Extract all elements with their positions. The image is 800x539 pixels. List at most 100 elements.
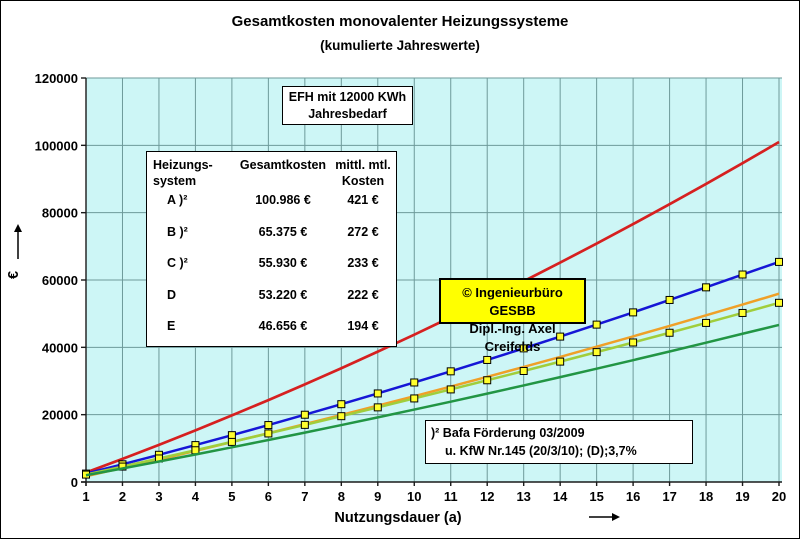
table-row: A )² 100.986 € 421 € xyxy=(153,193,392,225)
series-line xyxy=(85,323,780,477)
row-total: 100.986 € xyxy=(255,193,311,207)
row-system: A )² xyxy=(167,193,188,207)
x-axis-arrow-icon xyxy=(589,513,620,521)
row-system: D xyxy=(167,287,177,302)
row-total: 46.656 € xyxy=(258,319,308,333)
row-system: B )² xyxy=(167,224,188,239)
data-point-marker xyxy=(519,344,528,353)
footnote-box: )² Bafa Förderung 03/2009 u. KfW Nr.145 … xyxy=(425,420,693,464)
table-row: C )² 55.930 € 233 € xyxy=(153,256,392,288)
svg-text:60000: 60000 xyxy=(42,273,78,288)
x-axis-label: Nutzungsdauer (a) xyxy=(334,510,461,526)
data-point-marker xyxy=(446,385,455,394)
svg-text:12: 12 xyxy=(480,489,494,504)
series-line xyxy=(85,140,780,474)
svg-text:80000: 80000 xyxy=(42,206,78,221)
data-point-marker xyxy=(775,257,783,266)
svg-text:13: 13 xyxy=(516,489,530,504)
row-monthly: 222 € xyxy=(347,287,379,302)
data-point-marker xyxy=(738,308,747,317)
row-monthly: 421 € xyxy=(347,193,379,207)
table-row: E 46.656 € 194 € xyxy=(153,319,392,351)
svg-text:20: 20 xyxy=(772,489,786,504)
row-total: 53.220 € xyxy=(258,287,308,302)
svg-text:3: 3 xyxy=(155,489,162,504)
data-point-marker xyxy=(775,298,783,307)
row-monthly: 233 € xyxy=(347,256,379,270)
row-monthly: 194 € xyxy=(347,319,379,333)
data-point-marker xyxy=(702,283,711,292)
data-point-marker xyxy=(337,400,346,409)
data-point-marker xyxy=(264,421,273,430)
data-point-marker xyxy=(665,295,674,304)
data-point-marker xyxy=(556,357,565,366)
row-system: E xyxy=(167,319,176,333)
svg-text:10: 10 xyxy=(407,489,421,504)
copyright-line1: © Ingenieurbüro GESBB xyxy=(462,285,563,318)
header-monthly-line2: Kosten xyxy=(341,174,385,188)
data-point-marker xyxy=(264,429,273,438)
svg-text:9: 9 xyxy=(374,489,381,504)
table-row: D 53.220 € 222 € xyxy=(153,288,392,320)
data-point-marker xyxy=(227,431,236,440)
page-title: Gesamtkosten monovalenter Heizungssystem… xyxy=(231,13,569,30)
svg-text:17: 17 xyxy=(662,489,676,504)
y-axis-label: € xyxy=(6,271,22,279)
svg-text:16: 16 xyxy=(626,489,640,504)
cost-table: Heizungs- system Gesamtkosten mittl. mtl… xyxy=(146,151,397,347)
svg-text:8: 8 xyxy=(338,489,345,504)
svg-text:2: 2 xyxy=(119,489,126,504)
data-point-marker xyxy=(519,367,528,376)
row-monthly: 272 € xyxy=(347,224,379,239)
data-point-marker xyxy=(665,328,674,337)
y-tick-labels: 0 20000 40000 60000 80000 100000 120000 xyxy=(35,71,78,490)
data-point-marker xyxy=(446,367,455,376)
svg-text:14: 14 xyxy=(553,489,568,504)
footnote-line2: u. KfW Nr.145 (20/3/10); (D);3,7% xyxy=(445,444,637,458)
table-row: B )² 65.375 € 272 € xyxy=(153,225,392,257)
axes xyxy=(81,77,782,486)
data-point-marker xyxy=(592,320,601,329)
data-point-marker xyxy=(373,403,382,412)
annotation-efh-box: EFH mit 12000 KWh Jahresbedarf xyxy=(282,86,413,125)
data-point-marker xyxy=(300,410,309,419)
data-point-marker xyxy=(702,318,711,327)
series-A xyxy=(85,140,780,474)
data-point-marker xyxy=(300,420,309,429)
svg-text:11: 11 xyxy=(444,489,458,504)
data-point-marker xyxy=(629,338,638,347)
data-point-marker xyxy=(629,308,638,317)
svg-text:0: 0 xyxy=(71,475,78,490)
series-D xyxy=(82,298,783,479)
header-system-line2: system xyxy=(153,174,197,188)
y-axis-arrow-icon xyxy=(14,224,22,259)
data-point-marker xyxy=(592,348,601,357)
svg-text:120000: 120000 xyxy=(35,71,78,86)
data-point-marker xyxy=(337,412,346,421)
svg-text:15: 15 xyxy=(589,489,603,504)
row-system: C )² xyxy=(167,256,188,270)
svg-text:5: 5 xyxy=(228,489,235,504)
page-subtitle: (kumulierte Jahreswerte) xyxy=(320,38,480,53)
row-total: 65.375 € xyxy=(258,224,308,239)
data-point-marker xyxy=(483,376,492,385)
data-point-marker xyxy=(191,446,200,455)
svg-text:7: 7 xyxy=(301,489,308,504)
data-point-marker xyxy=(556,332,565,341)
x-tick-labels: 1 2 3 4 5 6 7 8 9 10 11 12 13 14 15 16 17 18 19 20 xyxy=(82,489,786,504)
efh-line2: Jahresbedarf xyxy=(308,107,387,121)
svg-text:6: 6 xyxy=(265,489,272,504)
efh-line1: EFH mit 12000 KWh xyxy=(288,90,407,104)
svg-text:18: 18 xyxy=(699,489,713,504)
svg-text:20000: 20000 xyxy=(42,408,78,423)
data-point-marker xyxy=(373,389,382,398)
data-point-marker xyxy=(738,270,747,279)
header-total: Gesamtkosten xyxy=(239,158,327,172)
data-point-marker xyxy=(410,378,419,387)
series-E xyxy=(85,323,780,477)
data-point-marker xyxy=(227,437,236,446)
svg-text:4: 4 xyxy=(192,489,200,504)
row-total: 55.930 € xyxy=(258,256,308,270)
svg-text:100000: 100000 xyxy=(35,138,78,153)
